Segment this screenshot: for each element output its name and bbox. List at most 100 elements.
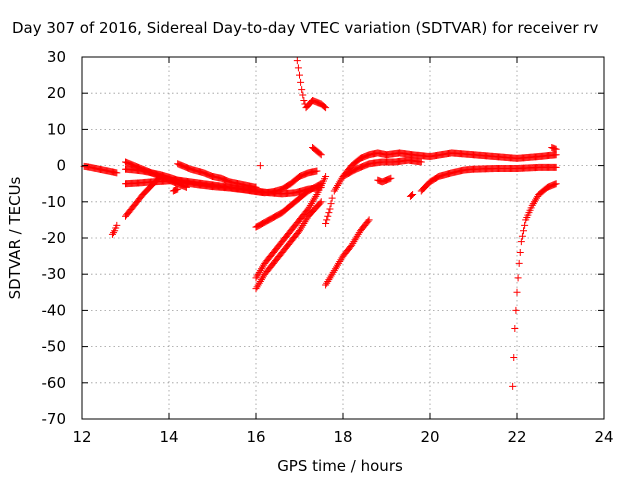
data-point (334, 261, 342, 269)
data-point (322, 281, 330, 289)
data-point (528, 201, 536, 209)
data-point (253, 272, 261, 280)
data-point (108, 230, 116, 238)
grid-lines (82, 57, 604, 419)
data-point (307, 200, 315, 208)
x-axis-label: GPS time / hours (277, 457, 403, 475)
chart-title: Day 307 of 2016, Sidereal Day-to-day VTE… (12, 19, 598, 37)
data-point (297, 225, 305, 233)
data-point (510, 353, 518, 361)
data-point (408, 191, 416, 199)
data-point (252, 274, 260, 282)
data-point (297, 78, 305, 86)
data-point (409, 191, 417, 199)
data-point (364, 217, 372, 225)
y-tick-label: -60 (42, 374, 67, 392)
data-point (515, 259, 523, 267)
data-point (317, 198, 325, 206)
data-point (335, 259, 343, 267)
data-point (252, 183, 260, 191)
data-point (351, 236, 359, 244)
data-point (254, 281, 262, 289)
data-point (256, 277, 264, 285)
data-point (312, 192, 320, 200)
data-point (350, 238, 358, 246)
y-tick-label: -30 (42, 265, 67, 283)
y-tick-label: 20 (47, 84, 66, 102)
data-point (327, 200, 335, 208)
data-point (156, 172, 164, 180)
data-point (300, 96, 308, 104)
data-point (387, 174, 395, 182)
data-point (113, 221, 121, 229)
data-point (259, 274, 267, 282)
data-point (337, 256, 345, 264)
data-point (328, 194, 336, 202)
data-point (310, 196, 318, 204)
data-point (533, 194, 541, 202)
data-point (299, 221, 307, 229)
data-point (316, 199, 324, 207)
data-point (417, 158, 425, 166)
data-point (521, 221, 529, 229)
data-point (518, 232, 526, 240)
data-point (317, 151, 325, 159)
data-point (182, 183, 190, 191)
data-point (296, 227, 303, 235)
data-point (352, 234, 360, 242)
data-points (80, 57, 560, 390)
data-point (511, 325, 519, 332)
data-point (293, 57, 301, 65)
data-point (514, 274, 522, 282)
x-tick-label: 22 (507, 428, 526, 446)
data-point (330, 267, 338, 275)
data-point (253, 283, 261, 291)
data-point (335, 180, 343, 188)
data-point (259, 263, 267, 271)
data-point (531, 196, 539, 204)
data-point (330, 187, 338, 195)
data-point (520, 227, 528, 235)
data-point (306, 201, 314, 209)
y-tick-label: -10 (42, 193, 67, 211)
x-tick-label: 24 (594, 428, 613, 446)
data-point (324, 212, 332, 220)
data-point (336, 178, 344, 186)
data-point (348, 241, 356, 249)
data-point (323, 216, 331, 224)
y-tick-label: -70 (42, 410, 67, 428)
data-point (294, 64, 302, 72)
axis-ticks: 12 14 16 18 20 22 24 30 20 10 0 -10 -20 -30 -40 -50 -60 -… (42, 48, 614, 446)
data-point (509, 382, 517, 390)
x-tick-label: 12 (72, 428, 91, 446)
data-point (255, 268, 263, 276)
y-tick-label: -20 (42, 229, 67, 247)
x-tick-label: 16 (246, 428, 265, 446)
data-point (332, 263, 340, 271)
data-point (326, 205, 334, 213)
data-point (313, 167, 321, 175)
data-point (331, 185, 339, 193)
x-tick-label: 20 (420, 428, 439, 446)
data-point (331, 265, 339, 273)
data-point (322, 104, 330, 112)
y-tick-label: -40 (42, 301, 67, 319)
data-point (334, 182, 342, 190)
data-point (516, 248, 524, 256)
data-point (316, 150, 324, 158)
data-point (255, 279, 263, 287)
y-tick-label: -50 (42, 338, 67, 356)
data-point (328, 270, 336, 278)
data-point (365, 216, 373, 224)
data-point (512, 306, 520, 314)
data-point (323, 279, 331, 287)
data-point (529, 200, 537, 208)
data-point (311, 194, 319, 202)
data-point (309, 198, 317, 206)
data-point (329, 268, 337, 276)
data-point (326, 274, 334, 282)
x-tick-label: 14 (159, 428, 178, 446)
data-point (256, 267, 264, 275)
data-point (174, 185, 182, 193)
